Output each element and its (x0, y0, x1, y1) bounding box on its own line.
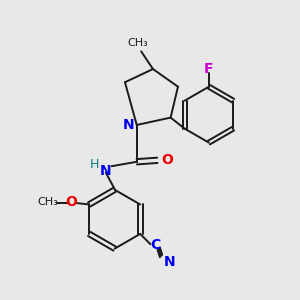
Text: CH₃: CH₃ (128, 38, 148, 48)
Text: O: O (161, 153, 173, 167)
Text: O: O (66, 194, 77, 208)
Text: N: N (100, 164, 112, 178)
Text: N: N (123, 118, 134, 132)
Text: N: N (164, 255, 176, 269)
Text: F: F (204, 62, 214, 76)
Text: H: H (89, 158, 99, 171)
Text: CH₃: CH₃ (37, 197, 58, 207)
Text: C: C (150, 238, 160, 252)
